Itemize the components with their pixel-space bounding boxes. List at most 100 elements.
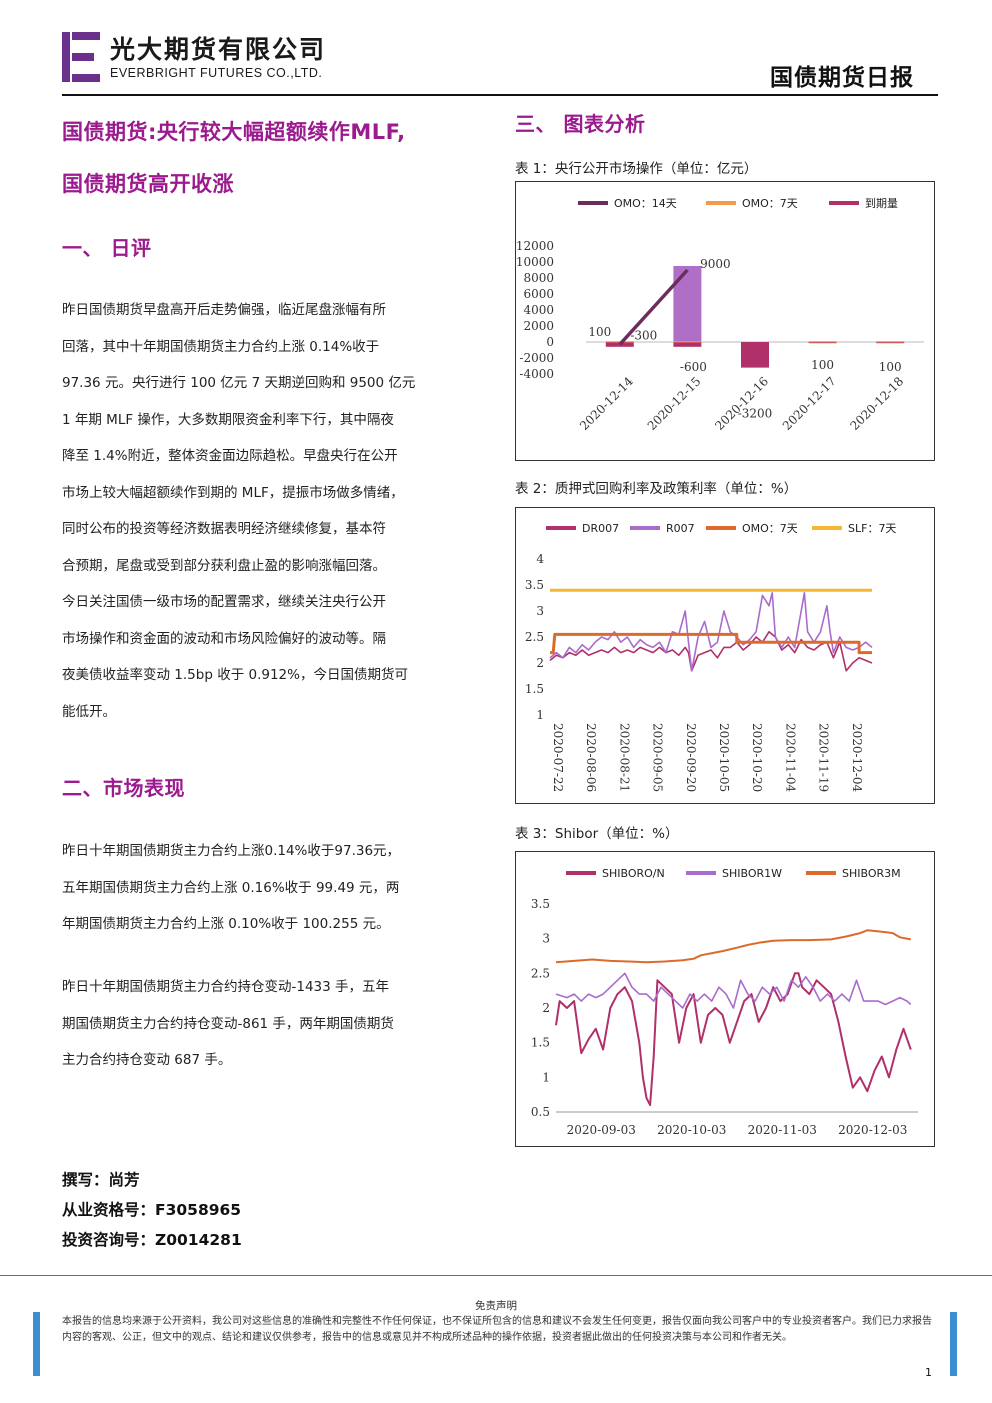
y-tick-label: 12000 — [516, 239, 554, 253]
paragraph-line: 合预期，尾盘或受到部分获利盘止盈的影响涨幅回落。 — [62, 557, 386, 574]
data-label: -600 — [680, 360, 707, 374]
legend-label: SLF：7天 — [848, 522, 896, 535]
footer-accent-right — [950, 1312, 957, 1376]
paragraph-line: 今日关注国债一级市场的配置需求，继续关注央行公开 — [62, 594, 386, 610]
bar-omo-7d — [673, 341, 702, 343]
x-tick-label: 2020-11-04 — [783, 723, 797, 793]
chart1-omo: OMO：14天 OMO：7天 到期量 -4000 -2000 0 2000 4000 6000 8… — [515, 181, 935, 461]
x-tick-label: 2020-07-22 — [551, 723, 565, 792]
chart3-shibor: SHIBORO/N SHIBOR1W SHIBOR3M 0.5 1 1.5 2 2.5 3 3.5… — [515, 851, 935, 1147]
y-tick-label: 3.5 — [531, 897, 550, 911]
y-tick-label: 1 — [542, 1070, 550, 1084]
chart1-caption: 表 1：央行公开市场操作（单位：亿元） — [515, 161, 758, 177]
x-tick-label: 2020-09-03 — [567, 1123, 636, 1137]
chart1-svg: OMO：14天 OMO：7天 到期量 -4000 -2000 0 2000 4000 6000 8… — [516, 197, 924, 433]
chart3-caption: 表 3：Shibor（单位：%） — [515, 826, 679, 842]
paragraph-line: 昨日国债期货早盘高开后走势偏强，临近尾盘涨幅有所 — [62, 302, 386, 318]
legend-label: SHIBORO/N — [602, 867, 665, 880]
section-heading-charts: 三、 图表分析 — [515, 112, 646, 136]
series-line — [550, 632, 872, 655]
x-tick-label: 2020-12-04 — [850, 723, 864, 793]
author-writer: 撰写：尚芳 — [62, 1171, 140, 1189]
paragraph-line: 降至 1.4%附近，整体资金面边际趋松。早盘央行在公开 — [62, 448, 398, 464]
bar-maturity — [605, 342, 634, 347]
bar-maturity — [808, 342, 837, 344]
page-title: 国债期货:央行较大幅超额续作MLF, 国债期货高开收涨 — [62, 106, 492, 210]
paragraph-line: 期国债期货主力合约持仓变动-861 手，两年期国债期货 — [62, 1015, 394, 1032]
y-tick-label: 3 — [542, 932, 550, 946]
paragraph-line: 97.36 元。央行进行 100 亿元 7 天期逆回购和 9500 亿元 — [62, 375, 416, 391]
bar-maturity — [741, 342, 769, 368]
x-tick-label: 2020-10-20 — [750, 723, 764, 792]
x-tick-label: 2020-12-18 — [847, 374, 906, 433]
x-tick-label: 2020-08-06 — [584, 723, 598, 792]
x-tick-label: 2020-09-20 — [684, 723, 698, 792]
chart2-svg: DR007 R007 OMO：7天 SLF：7天 1 1.5 2 2.5 3 3.5 4 2020-0… — [525, 522, 897, 793]
x-tick-label: 2020-10-05 — [717, 723, 731, 792]
x-tick-label: 2020-08-21 — [617, 723, 631, 792]
y-tick-label: 2000 — [523, 319, 554, 333]
header-divider — [62, 94, 938, 96]
x-tick-label: 2020-12-03 — [838, 1123, 907, 1137]
paragraph-line: 回落，其中十年期国债期货主力合约上涨 0.14%收于 — [62, 338, 380, 355]
y-tick-label: 3.5 — [525, 578, 544, 592]
chart2-caption: 表 2：质押式回购利率及政策利率（单位：%） — [515, 481, 798, 497]
paragraph-line: 五年期国债期货主力合约上涨 0.16%收于 99.49 元，两 — [62, 879, 400, 896]
bar-maturity — [673, 342, 702, 347]
chart2-repo-rates: DR007 R007 OMO：7天 SLF：7天 1 1.5 2 2.5 3 3.5 4 2020-0… — [515, 507, 935, 804]
title-line-2: 国债期货高开收涨 — [62, 172, 234, 196]
y-tick-label: 2.5 — [525, 630, 544, 644]
legend-label: R007 — [666, 522, 695, 535]
data-label: 100 — [588, 325, 611, 339]
bar-mlf-highlight — [673, 266, 702, 342]
report-name: 国债期货日报 — [770, 65, 914, 91]
footer-divider — [0, 1275, 992, 1276]
disclaimer-title: 免责声明 — [475, 1300, 517, 1312]
y-tick-label: 2 — [542, 1001, 550, 1015]
y-tick-label: 4 — [536, 552, 544, 566]
x-tick-label: 2020-12-16 — [712, 374, 771, 433]
paragraph-line: 夜美债收益率变动 1.5bp 收于 0.912%，今日国债期货可 — [62, 667, 408, 683]
y-tick-label: 2 — [536, 656, 544, 670]
paragraph-line: 同时公布的投资等经济数据表明经济继续修复，基本符 — [62, 521, 386, 537]
data-label: -300 — [630, 328, 657, 342]
paragraph-line: 昨日十年期国债期货主力合约上涨0.14%收于97.36元， — [62, 843, 401, 859]
data-label: -3200 — [738, 407, 773, 421]
section-heading-market: 二、市场表现 — [62, 776, 185, 800]
y-tick-label: -2000 — [519, 351, 554, 365]
series-line — [549, 592, 873, 672]
title-line-1: 国债期货:央行较大幅超额续作MLF, — [62, 120, 406, 144]
company-name-cn: 光大期货有限公司 — [110, 35, 327, 64]
paragraph-line: 昨日十年期国债期货主力合约持仓变动-1433 手，五年 — [62, 979, 390, 995]
company-logo — [62, 32, 100, 82]
x-tick-label: 2020-09-05 — [651, 723, 665, 792]
x-tick-label: 2020-11-03 — [748, 1123, 817, 1137]
author-consult-id: 投资咨询号：Z0014281 — [62, 1231, 242, 1249]
section-heading-daily-review: 一、 日评 — [62, 236, 152, 260]
series-line — [549, 631, 873, 672]
footer-accent-left — [33, 1312, 40, 1376]
daily-review-paragraph: 昨日国债期货早盘高开后走势偏强，临近尾盘涨幅有所 回落，其中十年期国债期货主力合… — [62, 292, 490, 730]
legend-label: 到期量 — [865, 197, 898, 210]
series-line — [555, 972, 912, 1009]
chart3-svg: SHIBORO/N SHIBOR1W SHIBOR3M 0.5 1 1.5 2 2.5 3 3.5… — [531, 867, 918, 1137]
data-label: 9000 — [700, 257, 731, 271]
page-number: 1 — [925, 1366, 932, 1379]
series-line — [555, 929, 911, 964]
y-tick-label: 3 — [536, 604, 544, 618]
legend-label: OMO：14天 — [614, 197, 677, 210]
bar-omo-7d — [808, 341, 837, 343]
legend-label: OMO：7天 — [742, 197, 798, 210]
legend-label: SHIBOR1W — [722, 867, 782, 880]
market-paragraph-2: 昨日十年期国债期货主力合约持仓变动-1433 手，五年 期国债期货主力合约持仓变… — [62, 969, 490, 1079]
paragraph-line: 主力合约持仓变动 687 手。 — [62, 1052, 232, 1068]
x-tick-label: 2020-12-17 — [780, 374, 839, 433]
x-tick-label: 2020-11-19 — [817, 723, 831, 792]
bar-omo-7d — [876, 341, 905, 343]
y-tick-label: 1.5 — [525, 682, 544, 696]
line-omo-14d — [618, 268, 689, 346]
y-tick-label: 0.5 — [531, 1105, 550, 1119]
data-label: 100 — [811, 358, 834, 372]
paragraph-line: 年期国债期货主力合约上涨 0.10%收于 100.255 元。 — [62, 916, 390, 932]
legend-label: DR007 — [582, 522, 619, 535]
